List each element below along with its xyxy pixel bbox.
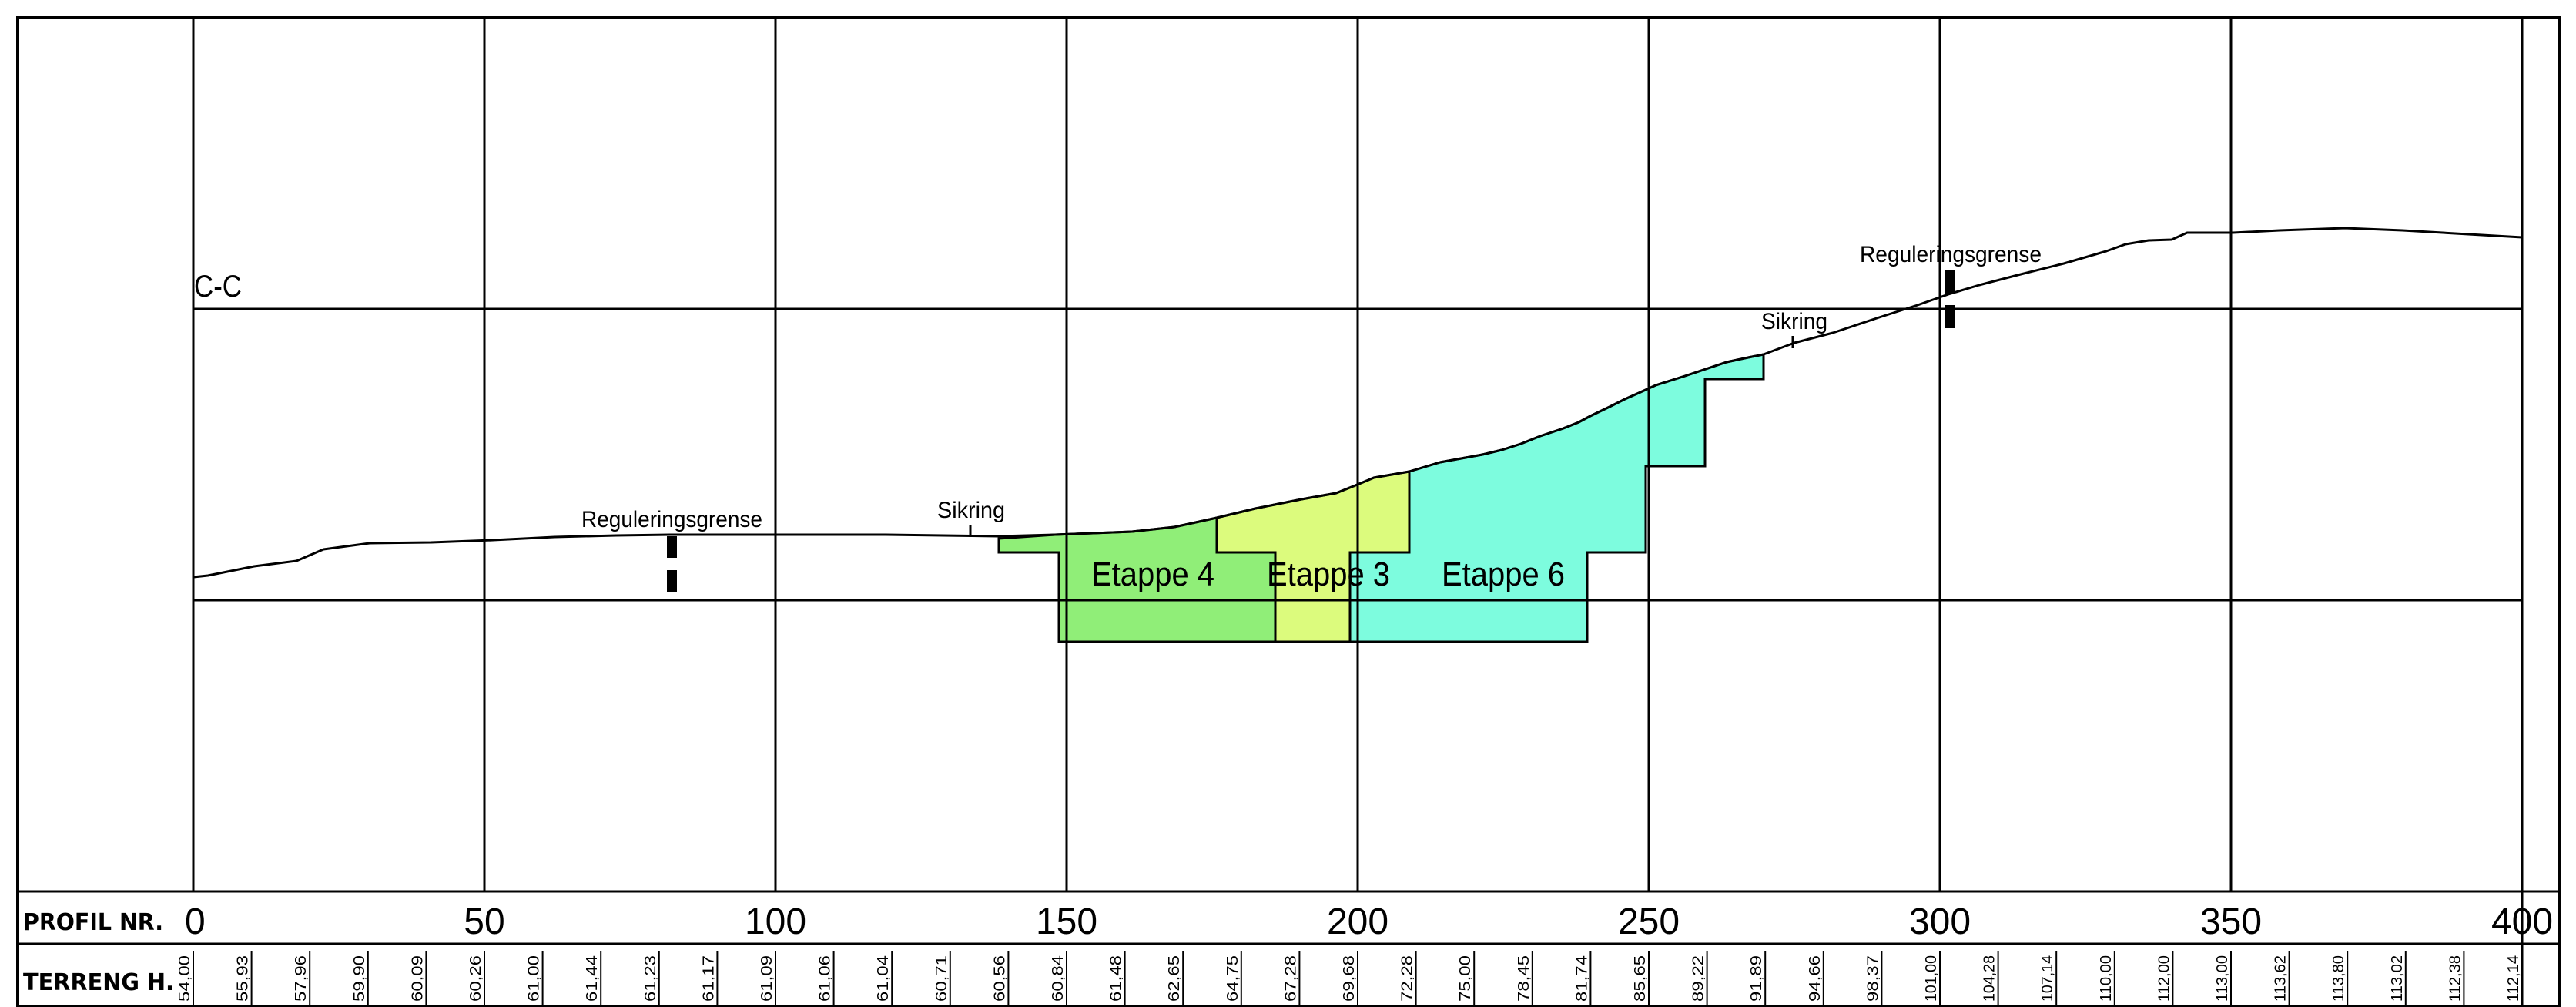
profile-row-label: PROFIL NR.: [23, 909, 163, 936]
profile-tick-label: 200: [1327, 901, 1388, 942]
terrain-height-value: 55,93: [235, 955, 252, 1002]
terrain-height-value: 112,00: [2156, 955, 2172, 1002]
terrain-height-value: 61,09: [759, 955, 775, 1002]
sikring-label-left: Sikring: [937, 498, 1005, 523]
terrain-height-value: 85,65: [1632, 955, 1649, 1002]
drawing-frame: [16, 16, 2561, 1007]
terrain-height-value: 61,23: [642, 955, 659, 1002]
profile-ticks: 0 50 100 150 200 250 300 350 400: [185, 901, 2553, 942]
reg-marker-right-top: [1945, 270, 1955, 294]
terrain-height-value: 64,75: [1224, 955, 1241, 1002]
profile-tick-label: 250: [1618, 901, 1680, 942]
terrain-height-value: 61,04: [875, 955, 892, 1002]
terrain-height-value: 69,68: [1341, 955, 1358, 1002]
terrain-height-value: 101,00: [1923, 955, 1940, 1002]
terrain-height-value: 61,06: [817, 955, 834, 1002]
terrain-height-value: 113,80: [2330, 955, 2347, 1002]
stage-areas: [997, 353, 1765, 643]
section-label: C-C: [194, 270, 242, 304]
terrain-height-value: 104,28: [1981, 955, 1998, 1002]
profile-tick-label: 0: [185, 901, 206, 942]
terrain-height-value: 60,56: [991, 955, 1008, 1002]
terrain-height-value: 91,89: [1748, 955, 1765, 1002]
terrain-height-value: 67,28: [1282, 955, 1299, 1002]
terrain-height-value: 62,65: [1166, 955, 1183, 1002]
sikring-label-right: Sikring: [1761, 309, 1827, 334]
terrain-height-value: 81,74: [1573, 955, 1590, 1002]
terrain-height-value: 94,66: [1807, 955, 1824, 1002]
terrain-height-value: 60,71: [933, 955, 950, 1002]
terrain-height-value: 113,62: [2273, 955, 2290, 1002]
terrain-line: [193, 227, 2523, 579]
terrain-cells: 54,00 55,93 57,96 59,90 60,09 60,26 61,00 61,44…: [176, 951, 2523, 1007]
terrain-height-value: 113,02: [2389, 955, 2406, 1002]
terrain-height-value: 112,38: [2447, 955, 2464, 1002]
reg-label-left: Reguleringsgrense: [581, 507, 762, 532]
terrain-height-value: 60,09: [409, 955, 426, 1002]
reg-marker-right-bottom: [1945, 305, 1955, 328]
terrain-height-value: 57,96: [293, 955, 310, 1002]
etappe6-area: [1348, 353, 1765, 643]
profile-tick-label: 400: [2491, 901, 2553, 942]
terrain-row-label: TERRENG H.: [23, 969, 174, 996]
markers: [667, 270, 1955, 592]
reg-marker-left-top: [667, 536, 677, 558]
terrain-height-value: 72,28: [1399, 955, 1416, 1002]
terrain-height-value: 75,00: [1457, 955, 1474, 1002]
profile-tick-label: 100: [745, 901, 806, 942]
terrain-height-value: 54,00: [176, 955, 193, 1002]
profile-tick-label: 300: [1909, 901, 1971, 942]
terrain-height-value: 59,90: [351, 955, 368, 1002]
terrain-height-value: 110,00: [2098, 955, 2115, 1002]
terrain-height-value: 61,48: [1108, 955, 1125, 1002]
annotations: C-C Reguleringsgrense Reguleringsgrense …: [194, 242, 2042, 593]
grid: [18, 18, 2559, 1007]
reg-marker-left-bottom: [667, 570, 677, 592]
terrain-height-value: 60,84: [1050, 955, 1067, 1002]
terrain-height-value: 89,22: [1690, 955, 1707, 1002]
terrain-height-value: 78,45: [1516, 955, 1533, 1002]
terrain-height-value: 98,37: [1864, 955, 1881, 1002]
etappe3-label: Etappe 3: [1267, 556, 1390, 593]
terrain-height-value: 61,00: [526, 955, 543, 1002]
reg-label-right: Reguleringsgrense: [1860, 242, 2042, 267]
terrain-height-value: 60,26: [467, 955, 484, 1002]
profile-tick-label: 50: [464, 901, 504, 942]
terrain-height-value: 61,17: [700, 955, 717, 1002]
terrain-height-value: 113,00: [2214, 955, 2231, 1002]
etappe4-label: Etappe 4: [1091, 556, 1214, 593]
profile-table: PROFIL NR. TERRENG H. 0 50 100 150 200 250 300…: [23, 901, 2553, 1007]
profile-tick-label: 150: [1036, 901, 1097, 942]
etappe6-label: Etappe 6: [1442, 556, 1565, 593]
terrain-height-value: 107,14: [2039, 955, 2056, 1002]
profile-tick-label: 350: [2200, 901, 2262, 942]
terrain-height-value: 61,44: [584, 955, 601, 1002]
terrain-height-value: 112,14: [2505, 955, 2522, 1002]
